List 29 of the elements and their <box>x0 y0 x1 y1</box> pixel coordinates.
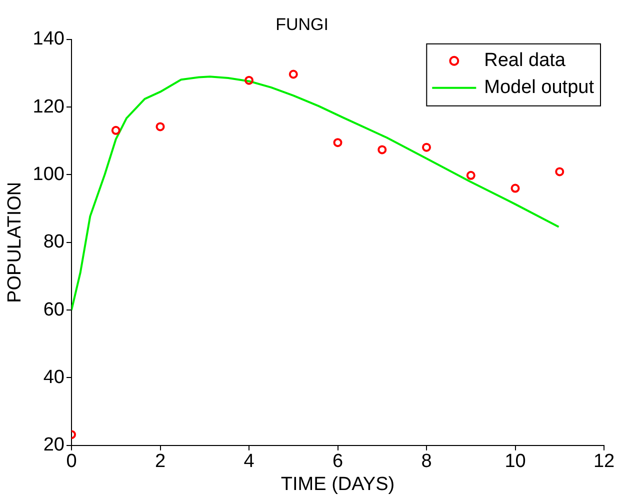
point <box>288 70 298 79</box>
y-tick-label: 60 <box>43 299 64 320</box>
legend-label: Model output <box>484 77 595 98</box>
x-tick-label: 4 <box>244 451 255 472</box>
x-axis-title: TIME (DAYS) <box>280 474 395 495</box>
x-tick-label: 12 <box>593 451 615 472</box>
point <box>378 145 387 154</box>
point <box>510 184 520 193</box>
x-tick-label: 6 <box>332 451 344 472</box>
point <box>156 122 165 132</box>
y-tick-label: 80 <box>43 232 64 253</box>
y-tick-label: 120 <box>32 96 64 118</box>
point <box>244 76 254 85</box>
y-tick-label: 40 <box>43 366 64 388</box>
legend-label: Real data <box>484 50 566 72</box>
y-axis-title: POPULATION <box>4 182 26 303</box>
point <box>333 138 342 148</box>
point <box>555 167 564 176</box>
x-tick-label: 8 <box>421 451 432 472</box>
y-tick-label: 20 <box>43 434 64 456</box>
y-tick-label: 140 <box>32 28 64 50</box>
point <box>111 126 120 135</box>
point <box>422 142 431 152</box>
point <box>466 170 476 180</box>
x-tick-label: 10 <box>504 451 526 472</box>
x-tick-label: 0 <box>66 451 77 472</box>
x-tick-label: 2 <box>154 451 166 472</box>
y-tick-label: 100 <box>32 164 64 185</box>
chart-title: FUNGI <box>276 14 328 34</box>
